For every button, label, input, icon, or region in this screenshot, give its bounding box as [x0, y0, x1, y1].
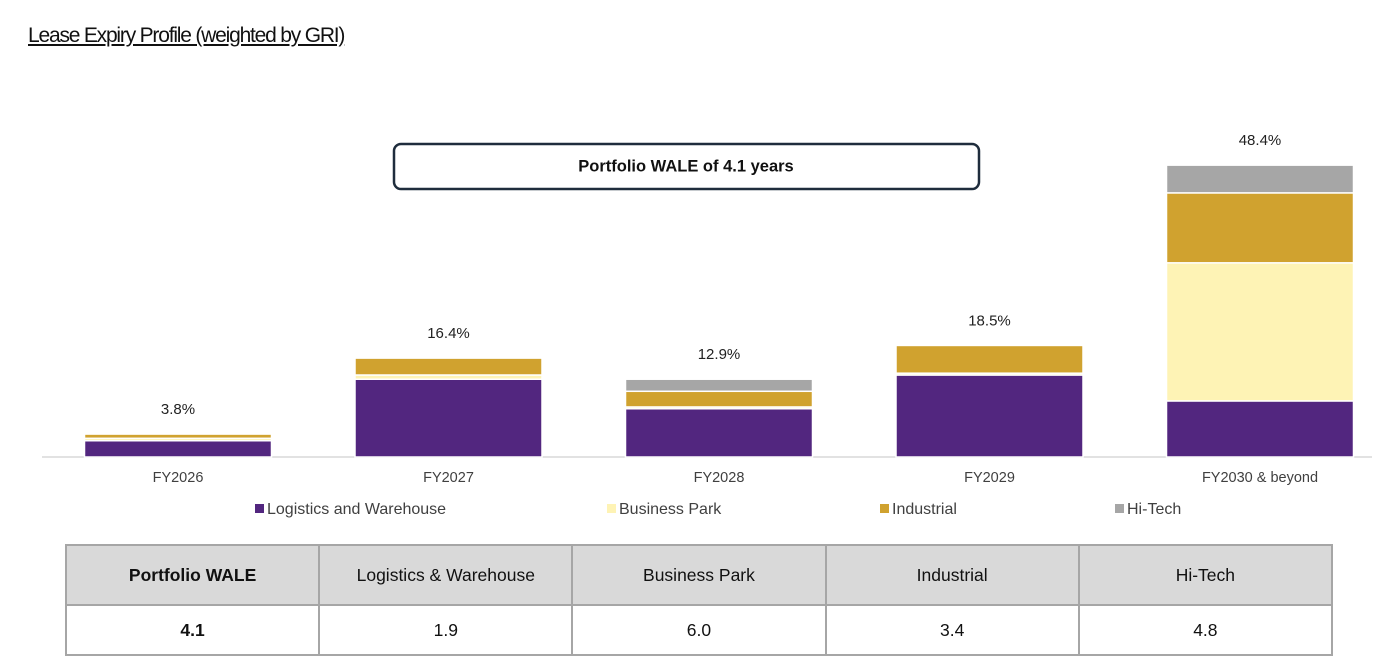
bar-segment — [1165, 192, 1355, 264]
wale-table: Portfolio WALE Logistics & Warehouse Busin… — [64, 544, 1334, 656]
table-body: 4.1 1.9 6.0 3.4 4.8 — [64, 604, 1334, 656]
legend-label: Industrial — [892, 501, 957, 518]
header-cell: Portfolio WALE — [64, 544, 321, 606]
bar-segment — [354, 378, 543, 458]
x-tick-label: FY2029 — [964, 470, 1015, 486]
legend-swatch — [880, 504, 889, 513]
x-tick-label: FY2028 — [694, 470, 745, 486]
total-label: 3.8% — [161, 401, 195, 418]
header-cell: Logistics & Warehouse — [318, 544, 574, 606]
table-cell: 3.4 — [824, 604, 1080, 656]
total-label: 48.4% — [1239, 132, 1282, 149]
legend-label: Hi-Tech — [1127, 501, 1181, 518]
bar-segment — [1165, 262, 1355, 402]
table-cell: 1.9 — [318, 604, 574, 656]
table-cell: 6.0 — [571, 604, 827, 656]
total-label: 18.5% — [968, 312, 1011, 329]
bar-segment — [624, 378, 814, 393]
total-label: 12.9% — [698, 346, 741, 363]
header-cell: Hi-Tech — [1077, 544, 1334, 606]
x-tick-label: FY2027 — [423, 470, 474, 486]
bar-segment — [1165, 400, 1355, 458]
chart: Portfolio WALE of 4.1 years 3.8% FY2026 16… — [42, 132, 1372, 518]
legend-swatch — [607, 504, 616, 513]
annotation-box — [392, 142, 981, 191]
legend-swatch — [255, 504, 264, 513]
header-cell: Business Park — [571, 544, 827, 606]
legend-label: Logistics and Warehouse — [267, 501, 446, 518]
bar-segment — [354, 357, 543, 376]
page-title: Lease Expiry Profile (weighted by GRI) — [28, 24, 345, 47]
bar-segment — [83, 433, 273, 440]
x-tick-label: FY2026 — [153, 470, 204, 486]
header-cell: Industrial — [824, 544, 1080, 606]
total-label: 16.4% — [427, 325, 470, 342]
legend-swatch — [1115, 504, 1124, 513]
bar-segment — [895, 344, 1084, 374]
x-tick-label: FY2030 & beyond — [1202, 470, 1318, 486]
bar-segment — [83, 439, 273, 458]
annotation: Portfolio WALE of 4.1 years — [578, 157, 793, 175]
bar-segment — [1165, 164, 1355, 194]
header-row: Portfolio WALE Logistics & Warehouse Busin… — [64, 544, 1334, 606]
bar-segment — [624, 408, 814, 458]
table-cell: 4.1 — [64, 604, 321, 656]
table-cell: 4.8 — [1077, 604, 1334, 656]
legend-label: Business Park — [619, 501, 722, 518]
bar-segment — [895, 374, 1084, 458]
bar-segment — [624, 390, 814, 408]
table-row: 4.1 1.9 6.0 3.4 4.8 — [64, 604, 1334, 656]
